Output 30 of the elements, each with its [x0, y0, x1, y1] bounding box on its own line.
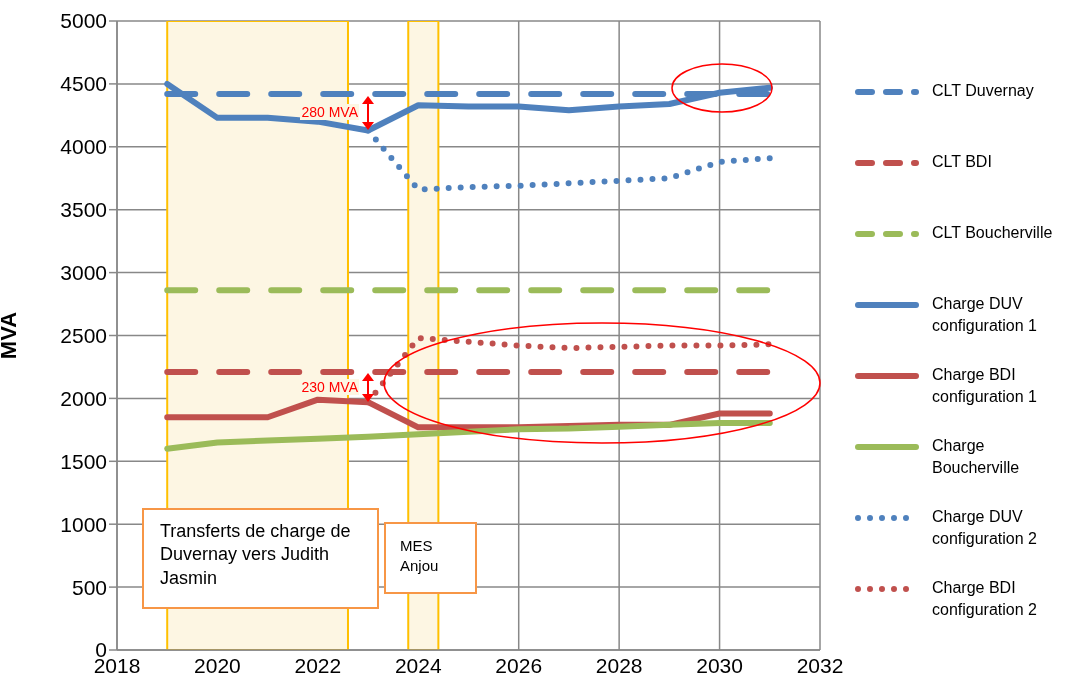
- annotation: 280 MVA: [300, 104, 359, 120]
- x-tick-label: 2032: [796, 653, 844, 677]
- x-tick-label: 2024: [394, 653, 442, 677]
- x-tick-label: 2026: [495, 653, 543, 677]
- x-tick-label: 2030: [696, 653, 743, 677]
- y-tick-label: 3500: [60, 198, 107, 222]
- x-tick-label: 2022: [294, 653, 342, 677]
- legend-label: Charge BDI configuration 1: [932, 365, 1038, 407]
- annotation: 230 MVA: [300, 378, 359, 395]
- legend-label: Charge DUV configuration 1: [932, 294, 1038, 336]
- text-box: MES Anjou: [384, 522, 477, 594]
- y-tick-label: 500: [71, 575, 107, 599]
- x-tick-label: 2020: [194, 653, 241, 677]
- legend-label: Charge Boucherville: [932, 436, 1021, 478]
- legend-label: CLT Boucherville: [932, 223, 1054, 243]
- y-tick-label: 1500: [60, 449, 107, 473]
- legend-label: Charge BDI configuration 2: [932, 578, 1038, 620]
- legend-label: CLT Duvernay: [932, 81, 1035, 101]
- legend-label: CLT BDI: [932, 152, 993, 172]
- y-tick-label: 4500: [60, 72, 107, 96]
- text-box: Transferts de charge de Duvernay vers Judith Jasmin: [142, 508, 379, 609]
- y-tick-label: 2500: [60, 323, 107, 347]
- y-tick-label: 2000: [60, 386, 107, 410]
- y-tick-label: 5000: [60, 9, 107, 33]
- y-tick-label: 1000: [60, 512, 107, 536]
- legend-label: Charge DUV configuration 2: [932, 507, 1038, 549]
- y-tick-label: 4000: [60, 135, 107, 159]
- x-tick-label: 2028: [595, 653, 643, 677]
- y-tick-label: 3000: [60, 261, 107, 285]
- y-axis-title: MVA: [0, 311, 21, 360]
